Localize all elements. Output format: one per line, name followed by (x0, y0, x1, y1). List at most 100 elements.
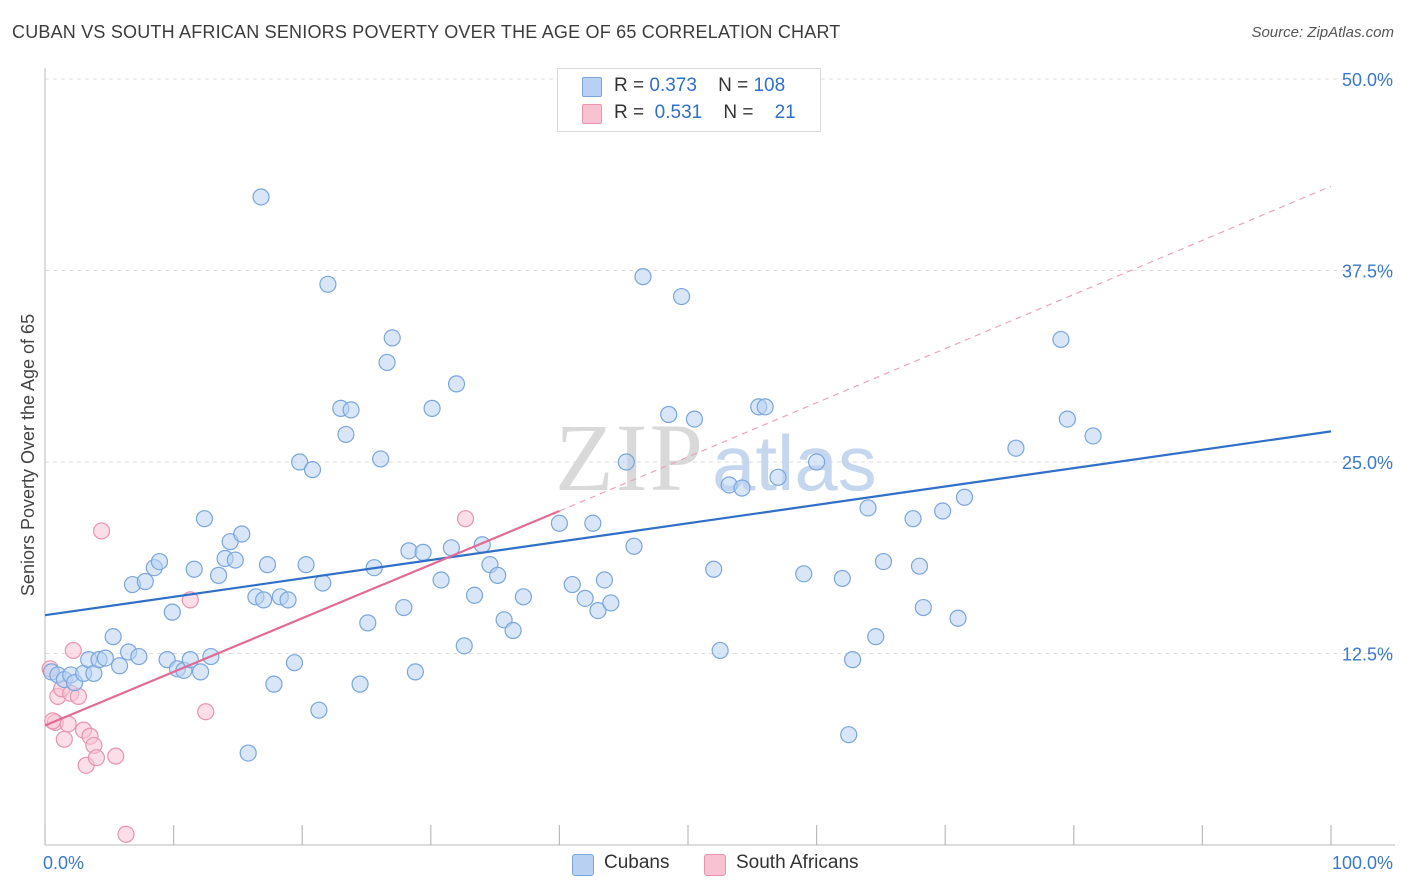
cuban-point (337, 425, 355, 444)
chart-title: CUBAN VS SOUTH AFRICAN SENIORS POVERTY O… (12, 22, 841, 42)
cuban-point (258, 556, 277, 574)
cuban-point (297, 556, 315, 574)
cubans-swatch (582, 77, 602, 97)
cuban-point (844, 651, 862, 669)
cuban-point (625, 537, 643, 555)
south-african-point (92, 522, 111, 540)
cuban-point (265, 675, 283, 693)
cuban-point (769, 468, 787, 486)
cuban-point (255, 591, 273, 609)
x-tick-label-start: 0.0% (43, 853, 84, 873)
cuban-point (400, 542, 418, 560)
cuban-point (904, 510, 922, 528)
correlation-legend: R = 0.373 N = 108 R = 0.531 N = 21 (557, 68, 821, 132)
cuban-point (807, 453, 826, 471)
cuban-point (685, 410, 704, 428)
cuban-point (840, 726, 858, 744)
south-africans-swatch (582, 104, 602, 124)
cuban-point (465, 586, 484, 604)
cubans-trend-line (44, 430, 1332, 617)
cuban-point (447, 375, 466, 393)
trend-lines (44, 185, 1332, 727)
cubans-points (42, 188, 1102, 762)
cuban-point (359, 614, 377, 632)
cuban-point (372, 450, 390, 468)
cuban-point (595, 571, 614, 589)
south-africans-trend-line (44, 510, 560, 727)
cuban-point (279, 591, 297, 609)
sa-r-label: R = (614, 102, 645, 123)
cuban-point (914, 598, 932, 617)
watermark: ZIP atlas (555, 404, 877, 511)
south-african-point (87, 749, 106, 767)
cubans-r-value: 0.373 (649, 75, 697, 96)
cuban-point (226, 551, 244, 569)
cuban-point (504, 621, 522, 640)
cuban-point (239, 744, 257, 762)
cuban-point (303, 461, 322, 479)
x-tick-label-end: 100.0% (1332, 853, 1393, 873)
cuban-point (104, 628, 122, 646)
cuban-point (514, 588, 532, 606)
sa-r-value: 0.531 (654, 102, 703, 123)
cuban-point (383, 329, 401, 347)
cuban-point (291, 453, 309, 471)
cuban-point (576, 589, 594, 607)
cuban-point (136, 572, 154, 591)
cuban-point (210, 566, 228, 584)
cuban-point (314, 574, 332, 592)
sa-n-label: N = (723, 102, 754, 123)
cuban-point (233, 525, 251, 543)
cuban-point (711, 641, 729, 660)
south-african-point (107, 747, 125, 765)
y-tick-label: 37.5% (1342, 262, 1393, 282)
y-tick-label: 25.0% (1342, 453, 1393, 473)
cuban-point (406, 663, 424, 681)
cuban-point (1052, 330, 1070, 349)
y-tick-label: 12.5% (1342, 645, 1393, 665)
south-african-point (55, 730, 73, 748)
cuban-point (955, 488, 974, 506)
cuban-point (733, 479, 751, 497)
cuban-point (634, 268, 652, 286)
legend-row-south-africans: R = 0.531 N = 21 (582, 102, 796, 126)
cuban-point (432, 571, 450, 589)
cuban-point (859, 499, 877, 517)
source-label: Source: ZipAtlas.com (1251, 24, 1394, 41)
cuban-point (395, 598, 413, 617)
cuban-point (550, 514, 569, 532)
cuban-point (867, 628, 885, 646)
cuban-point (378, 353, 396, 372)
cuban-point (756, 398, 774, 416)
cuban-point (660, 405, 678, 424)
cubans-n-label: N = (718, 75, 749, 96)
cuban-point (874, 552, 893, 571)
cuban-point (310, 701, 328, 719)
south-african-point (456, 510, 475, 528)
cuban-point (110, 657, 129, 675)
cuban-point (1007, 439, 1025, 457)
cuban-point (130, 647, 148, 666)
cuban-point (163, 603, 181, 621)
cuban-point (96, 649, 115, 667)
south-african-point (197, 703, 215, 721)
cuban-point (589, 602, 607, 620)
cuban-point (563, 575, 581, 594)
cuban-point (617, 453, 635, 471)
cuban-point (934, 502, 952, 520)
cuban-point (414, 543, 432, 561)
cuban-point (319, 275, 337, 293)
cuban-point (672, 287, 691, 306)
south-african-point (64, 641, 82, 660)
south-africans-trend-extension (559, 185, 1332, 512)
legend-row-cubans: R = 0.373 N = 108 (582, 75, 785, 99)
cuban-point (455, 637, 473, 655)
cuban-point (602, 594, 620, 612)
south-african-point (117, 825, 135, 843)
cuban-point (342, 401, 360, 419)
cuban-point (833, 569, 851, 588)
cuban-point (949, 609, 967, 627)
south-africans-legend-swatch (704, 854, 726, 876)
tick-labels: 12.5% 25.0% 37.5% 50.0% 0.0% 100.0% (43, 70, 1393, 873)
